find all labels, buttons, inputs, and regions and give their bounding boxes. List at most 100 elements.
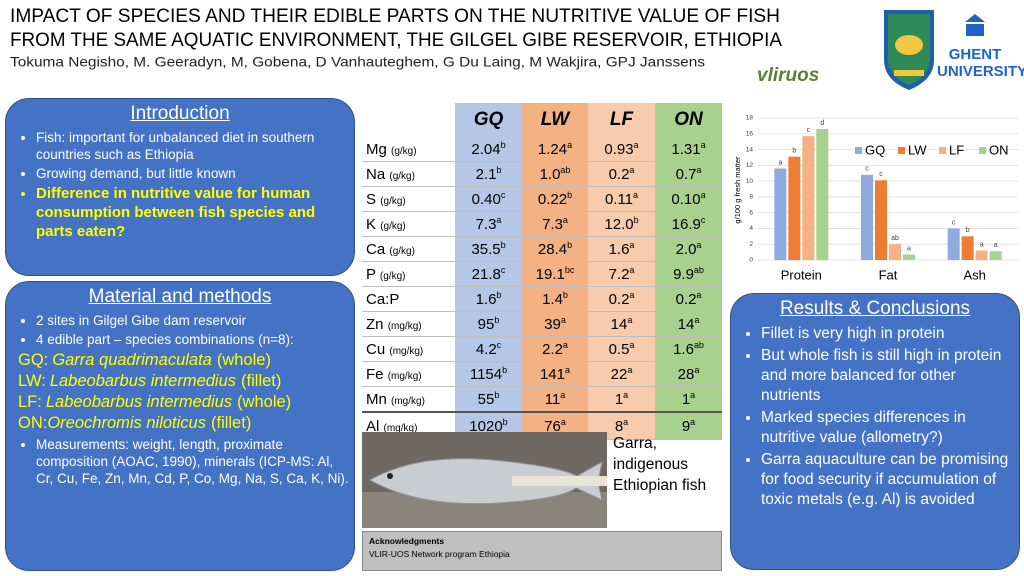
y-tick-label: 0 <box>749 257 753 264</box>
cell-value: 7.2 <box>608 266 630 283</box>
cell-value: 76 <box>544 418 561 435</box>
ghent-text: UNIVERSITY <box>937 63 1024 80</box>
legend-swatch <box>855 147 862 154</box>
fish-photo <box>362 432 607 528</box>
species-line: GQ: Garra quadrimaculata (whole) <box>6 350 354 371</box>
bullet: Fish: important for unbalanced diet in s… <box>36 129 354 163</box>
cell-value: 0.93 <box>604 141 634 158</box>
bullet: Garra aquaculture can be promising for f… <box>761 450 1019 510</box>
cell-letter: b <box>633 215 639 225</box>
bullet-list: Fish: important for unbalanced diet in s… <box>6 129 354 241</box>
cell-value: 9.9 <box>673 266 694 283</box>
bar <box>816 129 829 260</box>
nutrient-name: Na <box>366 165 386 183</box>
bullet-list: 2 sites in Gilgel Gibe dam reservoir 4 e… <box>6 312 354 348</box>
unit: (g/kg) <box>389 170 415 182</box>
table-cell: 9a <box>655 411 722 440</box>
cell-value: 0.2 <box>608 166 630 183</box>
cell-letter: b <box>567 240 573 250</box>
cell-letter: a <box>696 240 702 250</box>
unit: (mg/kg) <box>389 345 424 357</box>
unit: (mg/kg) <box>387 370 422 382</box>
significance-letter: c <box>952 219 956 226</box>
cell-letter: a <box>562 215 568 225</box>
cell-letter: a <box>629 240 635 250</box>
significance-letter: d <box>820 120 824 127</box>
cell-letter: a <box>627 315 633 325</box>
cell-letter: a <box>700 190 706 200</box>
bullet-list: Fillet is very high in protein But whole… <box>731 324 1019 510</box>
table-row: Zn (mg/kg) 95b 39a 14a 14a <box>362 311 722 337</box>
cell-value: 0.22 <box>537 191 568 208</box>
table-cell: 1.6b <box>455 286 522 312</box>
table-cell: 12.0b <box>588 211 655 237</box>
nutrient-table: GQ LW LF ON Mg (g/kg) 2.04b 1.24a 0.93a 1.31a Na … <box>362 103 722 440</box>
table-row: Fe (mg/kg) 1154b 141a 22a 28a <box>362 361 722 387</box>
vlir-logo: vliruos <box>757 65 819 86</box>
cell-letter: bc <box>564 265 575 275</box>
nutrient-name: K <box>366 215 377 233</box>
nutrient-name: Zn <box>366 315 384 333</box>
species-code: LF: <box>18 393 42 411</box>
bullet: Growing demand, but little known <box>36 165 354 182</box>
cell-letter: a <box>562 340 568 350</box>
bar <box>861 174 873 260</box>
legend-label: ON <box>989 142 1009 157</box>
bar <box>961 236 974 260</box>
cell-letter: a <box>623 417 629 427</box>
ack-text: VLIR-UOS Network program Ethiopia <box>369 549 510 559</box>
cell-value: 12.0 <box>604 216 634 233</box>
species-part: (whole) <box>237 393 292 411</box>
cell-letter: a <box>700 140 706 150</box>
introduction-box: Introduction Fish: important for unbalan… <box>5 98 355 276</box>
jimma-logo <box>884 10 934 90</box>
significance-letter: a <box>994 242 998 249</box>
table-cell: 14a <box>655 311 722 337</box>
cell-letter: b <box>562 290 568 300</box>
title-line: FROM THE SAME AQUATIC ENVIRONMENT, THE G… <box>10 30 782 51</box>
table-cell: 16.9c <box>655 211 722 237</box>
bullet: But whole fish is still high in protein … <box>761 346 1019 406</box>
cell-letter: b <box>502 417 508 427</box>
cell-value: 95 <box>477 316 495 333</box>
cell-value: 0.10 <box>671 191 701 208</box>
ghent-logo: GHENT UNIVERSITY <box>937 14 1024 80</box>
cell-value: 4.2 <box>475 341 497 358</box>
bar <box>889 244 901 260</box>
cell-value: 22 <box>610 366 628 383</box>
row-label: S (g/kg) <box>362 186 455 212</box>
table-cell: 1154b <box>455 361 522 387</box>
cell-value: 2.04 <box>471 141 501 158</box>
cell-value: 39 <box>544 316 561 333</box>
cell-value: 1 <box>681 391 691 408</box>
cell-letter: b <box>494 315 500 325</box>
cell-value: 7.3 <box>542 216 563 233</box>
unit: (mg/kg) <box>391 395 425 407</box>
table-row: Na (g/kg) 2.1b 1.0ab 0.2a 0.7a <box>362 161 722 187</box>
row-label: Mn (mg/kg) <box>362 386 455 413</box>
table-cell: 2.1b <box>455 161 522 187</box>
row-label: Zn (mg/kg) <box>362 311 455 337</box>
bullet-list: Measurements: weight, length, proximate … <box>6 436 354 487</box>
cell-value: 1154 <box>469 366 503 383</box>
y-tick-label: 12 <box>746 162 754 169</box>
header-cell <box>362 103 455 137</box>
cell-letter: b <box>567 190 573 200</box>
table-cell: 21.8c <box>455 261 522 287</box>
unit: (g/kg) <box>389 245 415 257</box>
section-title: Results & Conclusions <box>779 298 971 319</box>
cell-letter: b <box>496 290 502 300</box>
table-cell: 7.3a <box>522 211 588 237</box>
cell-letter: a <box>567 140 573 150</box>
cell-letter: a <box>629 340 635 350</box>
table-row: P (g/kg) 21.8c 19.1bc 7.2a 9.9ab <box>362 261 722 287</box>
cell-value: 21.8 <box>471 266 501 283</box>
significance-letter: c <box>879 171 883 178</box>
table-cell: 28a <box>655 361 722 387</box>
table-cell: 22a <box>588 361 655 387</box>
cell-value: 1020 <box>469 418 503 435</box>
cell-letter: b <box>502 365 508 375</box>
section-title: Introduction <box>130 103 230 124</box>
y-tick-label: 4 <box>749 225 753 232</box>
cell-letter: a <box>696 165 702 175</box>
